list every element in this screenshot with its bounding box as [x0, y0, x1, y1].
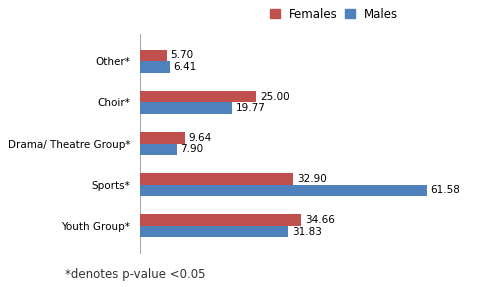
Bar	[140, 50, 166, 61]
Bar	[140, 102, 232, 114]
Bar	[140, 144, 177, 155]
Text: 61.58: 61.58	[430, 185, 460, 195]
Bar	[140, 185, 426, 196]
Bar	[140, 173, 293, 185]
Text: *denotes p-value <0.05: *denotes p-value <0.05	[65, 268, 206, 281]
Text: 19.77: 19.77	[236, 103, 266, 113]
Text: 34.66: 34.66	[305, 215, 335, 225]
Bar	[140, 226, 288, 237]
Legend: Females, Males: Females, Males	[268, 5, 400, 23]
Bar	[140, 132, 185, 144]
Text: 32.90: 32.90	[297, 174, 326, 184]
Text: 6.41: 6.41	[174, 62, 197, 72]
Text: 5.70: 5.70	[170, 51, 194, 61]
Bar	[140, 91, 256, 102]
Text: 9.64: 9.64	[188, 133, 212, 143]
Bar	[140, 214, 302, 226]
Text: 25.00: 25.00	[260, 92, 290, 102]
Text: 31.83: 31.83	[292, 226, 322, 236]
Bar	[140, 61, 170, 73]
Text: 7.90: 7.90	[180, 144, 204, 154]
